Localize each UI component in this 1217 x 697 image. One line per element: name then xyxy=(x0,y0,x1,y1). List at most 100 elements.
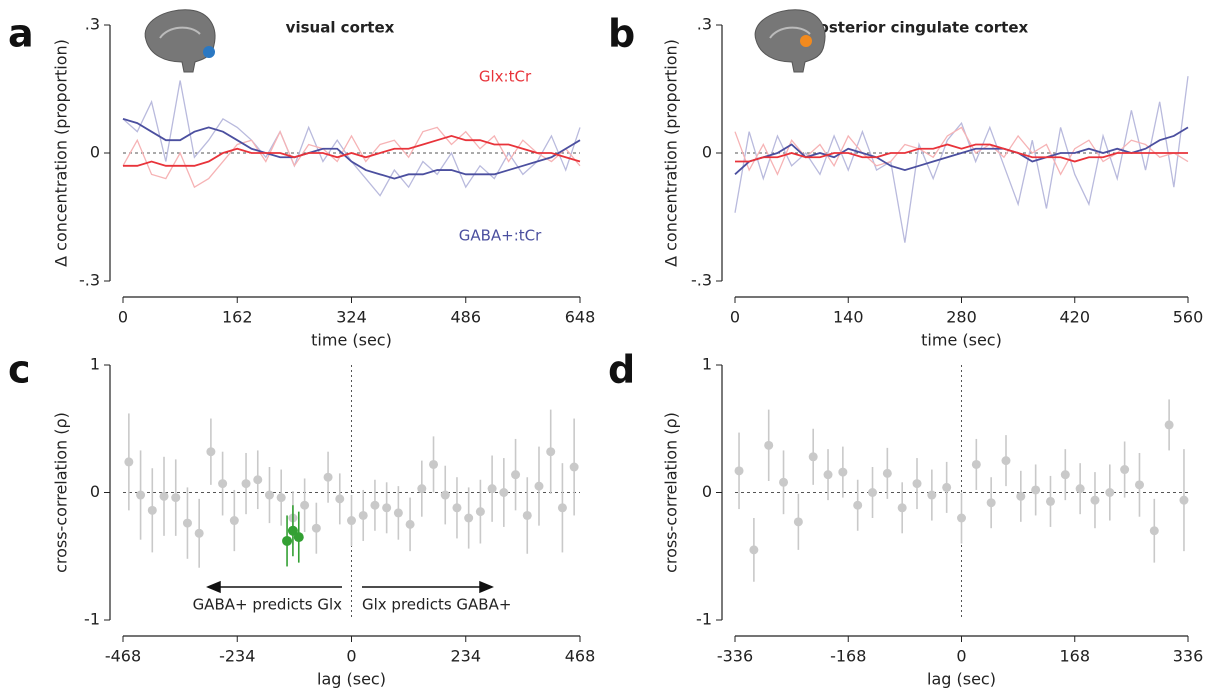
y-axis-label: Δ concentration (proportion) xyxy=(662,39,681,267)
x-tick-label: 140 xyxy=(833,308,864,327)
point xyxy=(499,488,509,497)
brain-icon xyxy=(144,9,216,73)
point xyxy=(452,503,462,513)
direction-arrows xyxy=(206,580,494,594)
y-tick-label: .3 xyxy=(697,15,712,34)
x-axis-label: lag (sec) xyxy=(927,670,996,689)
point xyxy=(136,490,146,500)
point xyxy=(546,447,556,457)
point xyxy=(838,467,848,477)
y-tick-label: -.3 xyxy=(691,271,712,290)
annotation: GABA+ predicts Glx xyxy=(193,596,343,614)
y-tick-label: 0 xyxy=(90,482,100,501)
x-tick-label: 0 xyxy=(346,647,356,666)
point xyxy=(779,477,789,487)
point xyxy=(405,519,415,529)
x-tick-label: 162 xyxy=(222,308,253,327)
point xyxy=(1090,495,1100,505)
point xyxy=(253,475,263,485)
point xyxy=(206,447,216,457)
point xyxy=(1179,495,1189,505)
point xyxy=(868,488,878,497)
point xyxy=(971,459,981,469)
x-tick-label: 486 xyxy=(450,308,481,327)
point xyxy=(882,468,892,478)
point xyxy=(1031,485,1041,495)
point xyxy=(1149,526,1159,536)
series-line xyxy=(734,126,1189,176)
x-axis-label: lag (sec) xyxy=(317,670,386,689)
point xyxy=(475,507,485,517)
x-axis-label: time (sec) xyxy=(311,331,392,350)
panel-letter: a xyxy=(8,12,34,56)
y-tick-label: -1 xyxy=(84,610,100,629)
panel-letter: b xyxy=(608,12,635,56)
point xyxy=(957,513,966,523)
series-line xyxy=(123,134,581,167)
point xyxy=(229,516,239,526)
x-tick-label: 0 xyxy=(730,308,740,327)
point xyxy=(927,490,937,500)
point xyxy=(1075,484,1085,494)
chart-title: posterior cingulate cortex xyxy=(808,19,1029,37)
y-tick-label: 0 xyxy=(90,143,100,162)
point xyxy=(853,500,863,510)
point xyxy=(335,494,345,504)
point xyxy=(464,513,474,523)
x-tick-label: -234 xyxy=(219,647,255,666)
y-axis-label: cross-correlation (ρ) xyxy=(662,412,681,573)
point xyxy=(511,470,521,480)
point xyxy=(124,457,134,467)
point xyxy=(1134,480,1144,490)
point xyxy=(793,517,803,527)
point xyxy=(159,491,169,501)
x-tick-label: 468 xyxy=(565,647,596,666)
point xyxy=(194,528,204,538)
point xyxy=(417,484,427,494)
x-tick-label: 168 xyxy=(1059,647,1090,666)
point xyxy=(276,493,286,503)
point xyxy=(241,479,251,489)
point xyxy=(440,490,450,500)
point xyxy=(1016,491,1026,501)
brain-icon xyxy=(754,9,826,73)
point xyxy=(522,510,532,520)
point xyxy=(323,472,333,482)
x-tick-label: 420 xyxy=(1059,308,1090,327)
point xyxy=(282,535,293,546)
x-tick-label: 336 xyxy=(1173,647,1204,666)
x-tick-label: -468 xyxy=(105,647,141,666)
point xyxy=(764,440,774,450)
point xyxy=(569,462,579,472)
point xyxy=(1045,496,1055,506)
x-tick-label: 0 xyxy=(956,647,966,666)
point xyxy=(1105,488,1115,497)
point xyxy=(358,510,368,520)
chart-title: visual cortex xyxy=(286,19,395,37)
series-line xyxy=(735,143,1188,163)
point xyxy=(942,482,952,492)
x-axis-label: time (sec) xyxy=(921,331,1002,350)
point xyxy=(300,500,310,510)
series-line xyxy=(122,80,581,197)
panel-letter: c xyxy=(8,348,31,392)
point xyxy=(912,479,922,489)
x-tick-label: 560 xyxy=(1173,308,1204,327)
annotation: Glx predicts GABA+ xyxy=(362,596,511,614)
series-line xyxy=(122,126,581,189)
point xyxy=(370,500,380,510)
point xyxy=(311,523,321,533)
series-label: GABA+:tCr xyxy=(459,227,542,245)
y-tick-label: .3 xyxy=(85,15,100,34)
point xyxy=(557,503,567,513)
x-tick-label: 648 xyxy=(565,308,596,327)
point xyxy=(171,493,181,503)
point xyxy=(1120,465,1130,475)
x-tick-label: -336 xyxy=(717,647,753,666)
point xyxy=(986,498,996,508)
point xyxy=(293,532,304,543)
y-axis-label: cross-correlation (ρ) xyxy=(52,412,71,573)
point xyxy=(1060,470,1070,480)
point xyxy=(347,516,356,526)
